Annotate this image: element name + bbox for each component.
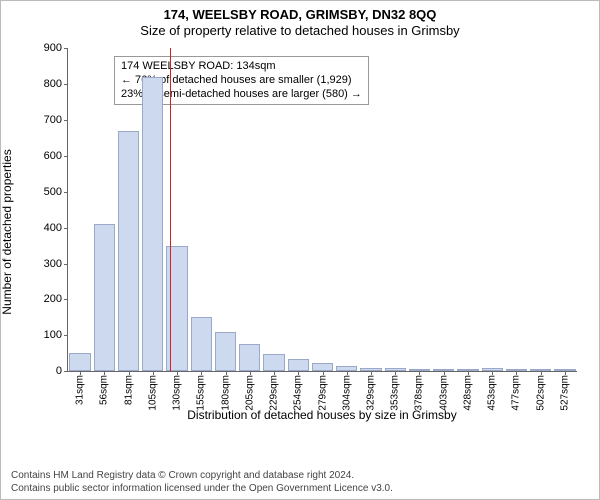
x-tick-label: 477sqm [511, 375, 522, 411]
info-line-1: 174 WEELSBY ROAD: 134sqm [121, 60, 362, 74]
y-axis-label: Number of detached properties [0, 149, 14, 314]
histogram-bar [142, 77, 163, 371]
y-tick-label: 100 [44, 329, 68, 341]
x-tick-label: 180sqm [220, 375, 231, 411]
x-tick-label: 81sqm [123, 375, 134, 405]
y-tick-label: 300 [44, 258, 68, 270]
x-tick-label: 453sqm [487, 375, 498, 411]
histogram-bar [118, 131, 139, 371]
y-tick-label: 600 [44, 150, 68, 162]
x-tick-label: 56sqm [99, 375, 110, 405]
histogram-bar [312, 363, 333, 371]
y-tick-label: 0 [56, 365, 68, 377]
histogram-bar [215, 332, 236, 371]
x-tick-label: 428sqm [462, 375, 473, 411]
histogram-bar [69, 353, 90, 371]
x-tick-label: 31sqm [75, 375, 86, 405]
y-tick-label: 500 [44, 186, 68, 198]
y-tick-label: 200 [44, 293, 68, 305]
x-tick-label: 329sqm [365, 375, 376, 411]
address-title: 174, WEELSBY ROAD, GRIMSBY, DN32 8QQ [11, 7, 589, 23]
histogram-bar [239, 344, 260, 371]
marker-line [170, 48, 171, 371]
y-tick-label: 400 [44, 222, 68, 234]
x-tick-label: 304sqm [341, 375, 352, 411]
x-tick-label: 229sqm [269, 375, 280, 411]
chart-card: 174, WEELSBY ROAD, GRIMSBY, DN32 8QQ Siz… [0, 0, 600, 500]
chart-area: Number of detached properties 174 WEELSB… [11, 42, 589, 422]
x-tick-label: 378sqm [414, 375, 425, 411]
footer-line-1: Contains HM Land Registry data © Crown c… [11, 470, 589, 483]
histogram-bar [288, 359, 309, 372]
footer: Contains HM Land Registry data © Crown c… [11, 470, 589, 495]
x-tick-label: 353sqm [390, 375, 401, 411]
y-tick-label: 800 [44, 78, 68, 90]
histogram-bar [94, 224, 115, 371]
x-tick-label: 502sqm [535, 375, 546, 411]
footer-line-2: Contains public sector information licen… [11, 483, 589, 496]
histogram-bar [263, 354, 284, 371]
x-tick-label: 279sqm [317, 375, 328, 411]
y-tick-label: 900 [44, 42, 68, 54]
x-tick-label: 155sqm [196, 375, 207, 411]
x-axis-label: Distribution of detached houses by size … [67, 408, 577, 422]
x-tick-label: 105sqm [147, 375, 158, 411]
x-tick-label: 130sqm [172, 375, 183, 411]
x-tick-label: 403sqm [438, 375, 449, 411]
plot-region: 174 WEELSBY ROAD: 134sqm ← 76% of detach… [67, 48, 577, 372]
subtitle: Size of property relative to detached ho… [11, 23, 589, 39]
y-tick-label: 700 [44, 114, 68, 126]
histogram-bar [191, 317, 212, 371]
x-tick-label: 205sqm [244, 375, 255, 411]
x-tick-label: 254sqm [293, 375, 304, 411]
x-tick-label: 527sqm [559, 375, 570, 411]
